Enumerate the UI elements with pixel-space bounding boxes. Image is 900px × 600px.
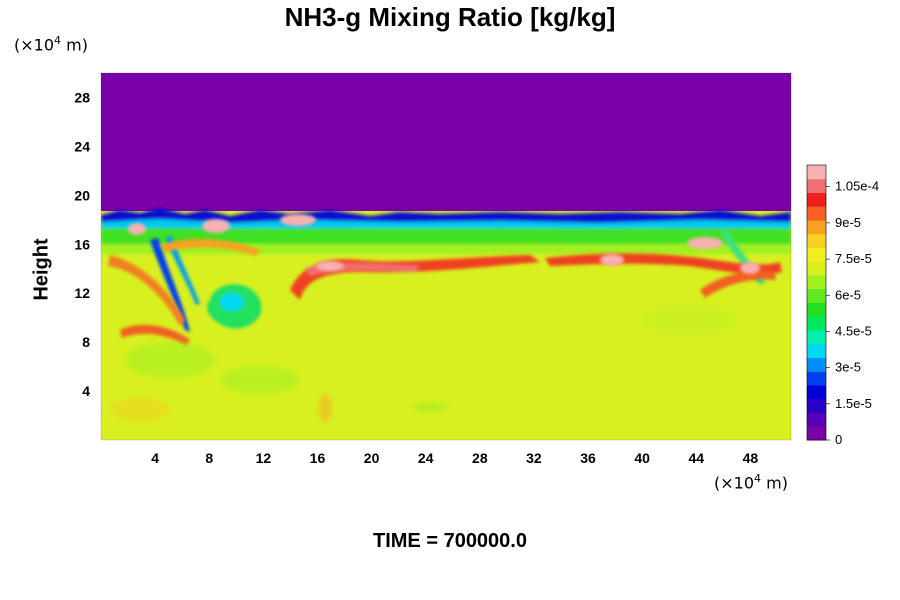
- colorbar-swatch: [807, 398, 826, 413]
- plume-left: [150, 238, 190, 332]
- chart-title: NH3-g Mixing Ratio [kg/kg]: [284, 2, 616, 32]
- blob-5: [687, 237, 723, 249]
- blob-7: [316, 261, 344, 271]
- blob-1: [128, 223, 146, 235]
- blob-3: [280, 214, 316, 226]
- streak-mid-upper: [160, 238, 260, 256]
- colorbar-swatch: [807, 426, 826, 441]
- x-tick-label: 48: [743, 450, 759, 466]
- x-tick-label: 40: [634, 450, 650, 466]
- x-tick-label: 4: [151, 450, 159, 466]
- patch-1: [125, 342, 215, 378]
- colorbar-swatch: [807, 357, 826, 372]
- colorbar-tick-label: 4.5e-5: [835, 323, 872, 338]
- x-tick-label: 20: [364, 450, 380, 466]
- y-tick-label: 24: [74, 138, 90, 154]
- upper-layer: [101, 73, 791, 211]
- x-tick-label: 28: [472, 450, 488, 466]
- x-tick-label: 32: [526, 450, 542, 466]
- colorbar-swatch: [807, 371, 826, 386]
- streak-lower-left: [120, 324, 190, 346]
- plume-left-2: [165, 236, 200, 305]
- colorbar-swatch: [807, 233, 826, 248]
- colorbar-swatch: [807, 192, 826, 207]
- y-tick-labels: 4 8 12 16 20 24 28: [74, 89, 90, 399]
- blob-2: [202, 219, 230, 233]
- time-label: TIME = 700000.0: [373, 530, 527, 552]
- x-axis-unit: (×104 m): [714, 472, 788, 493]
- colorbar-swatch: [807, 178, 826, 193]
- streak-left-arc: [108, 255, 185, 326]
- pink-blobs: [128, 214, 760, 274]
- colorbar-tick-label: 1.05e-4: [835, 179, 879, 194]
- colorbar: 0 1.5e-5 3e-5 4.5e-5 6e-5 7.5e-5 9e-5 1.05e-4: [806, 164, 879, 447]
- y-tick-label: 8: [82, 334, 90, 350]
- blob-6: [740, 262, 760, 274]
- colorbar-tick-label: 3e-5: [835, 360, 861, 375]
- colorbar-swatch: [807, 302, 826, 317]
- y-tick-label: 4: [82, 383, 90, 399]
- streak-right-lower: [700, 270, 776, 298]
- patch-4: [640, 306, 740, 334]
- patch-6: [319, 394, 331, 422]
- patch-3: [110, 398, 170, 422]
- colorbar-swatch: [807, 385, 826, 400]
- colorbar-tick-label: 1.5e-5: [835, 396, 872, 411]
- y-tick-label: 12: [74, 285, 90, 301]
- colorbar-tick-label: 7.5e-5: [835, 251, 872, 266]
- x-tick-label: 8: [205, 450, 213, 466]
- colorbar-swatch: [807, 165, 826, 180]
- y-tick-label: 16: [74, 236, 90, 252]
- y-tick-label: 28: [74, 89, 90, 105]
- colorbar-tick-label: 0: [835, 432, 842, 447]
- y-axis-unit: (×104 m): [14, 34, 88, 55]
- x-tick-labels: 4 8 12 16 20 24 28 32 36 40 44 48: [151, 450, 758, 466]
- mid-green-layer: [101, 228, 791, 248]
- colorbar-swatch: [807, 220, 826, 235]
- colorbar-swatch: [807, 288, 826, 303]
- colorbar-swatch: [807, 206, 826, 221]
- x-tick-label: 16: [310, 450, 326, 466]
- vortex-core: [220, 293, 244, 311]
- colorbar-swatch: [807, 261, 826, 276]
- colorbar-swatch: [807, 316, 826, 331]
- x-tick-label: 44: [689, 450, 705, 466]
- heatmap-plot: [101, 73, 791, 440]
- mid-light-green: [101, 244, 791, 254]
- patch-5: [412, 404, 448, 410]
- blob-4: [600, 254, 624, 266]
- lower-texture: [110, 306, 740, 422]
- colorbar-swatch: [807, 412, 826, 427]
- boundary-band: [101, 208, 791, 254]
- colorbar-tick-label: 6e-5: [835, 287, 861, 302]
- colorbar-swatch: [807, 275, 826, 290]
- x-tick-label: 24: [418, 450, 434, 466]
- y-tick-label: 20: [74, 187, 90, 203]
- colorbar-swatch: [807, 247, 826, 262]
- colorbar-swatch: [807, 343, 826, 358]
- colorbar-swatch: [807, 330, 826, 345]
- x-tick-label: 12: [256, 450, 272, 466]
- x-tick-label: 36: [580, 450, 596, 466]
- colorbar-tick-label: 9e-5: [835, 215, 861, 230]
- colorbar-frame: [806, 164, 827, 441]
- plot-frame: [100, 72, 792, 441]
- patch-2: [220, 366, 300, 394]
